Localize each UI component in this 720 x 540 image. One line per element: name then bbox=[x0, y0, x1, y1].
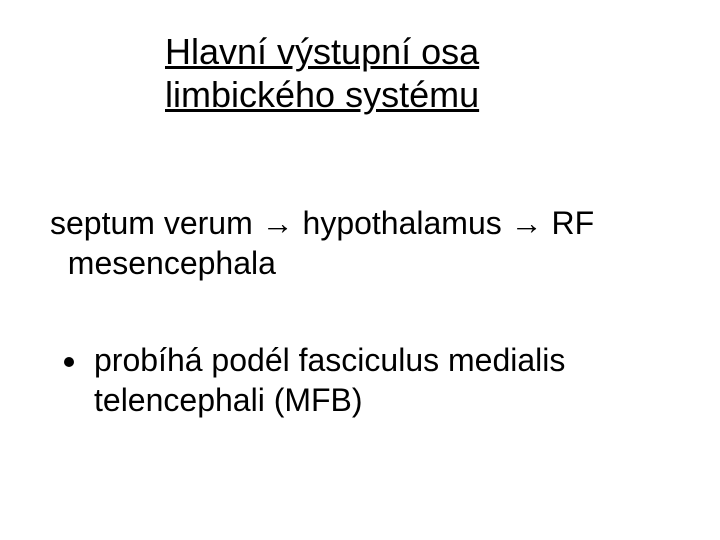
pathway-line2: mesencephala bbox=[68, 245, 276, 281]
slide-title-line1: Hlavní výstupní osa bbox=[165, 31, 479, 72]
slide: Hlavní výstupní osa limbického systému s… bbox=[0, 0, 720, 540]
slide-title: Hlavní výstupní osa limbického systému bbox=[165, 30, 479, 116]
list-item: probíhá podél fasciculus medialis telenc… bbox=[90, 340, 670, 420]
bullet-list: probíhá podél fasciculus medialis telenc… bbox=[50, 340, 670, 420]
bullet-line2: telencephali (MFB) bbox=[94, 382, 363, 418]
pathway-line1: septum verum → hypothalamus → RF bbox=[50, 205, 594, 241]
slide-title-line2: limbického systému bbox=[165, 74, 479, 115]
bullet-line1: probíhá podél fasciculus medialis bbox=[94, 342, 565, 378]
pathway-text: septum verum → hypothalamus → RF mesence… bbox=[50, 203, 670, 283]
